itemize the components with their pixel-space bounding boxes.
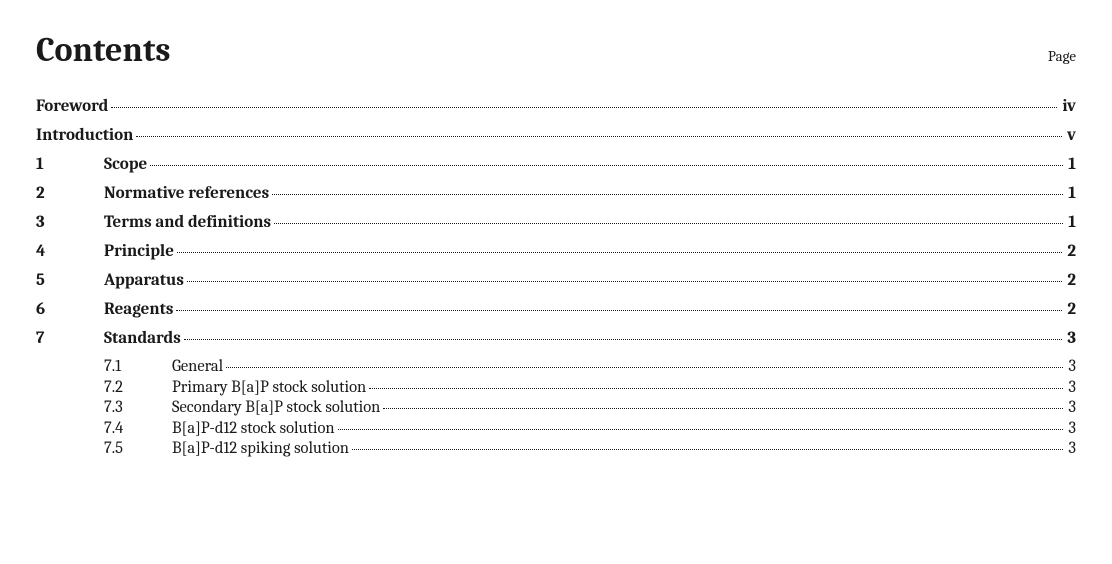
toc-entry-title: Standards — [104, 330, 181, 347]
toc-entry-page: 2 — [1065, 301, 1076, 318]
toc-entry-title: Principle — [104, 243, 174, 260]
toc-entry-page: iv — [1060, 98, 1076, 115]
toc-subentry-page: 3 — [1066, 400, 1076, 417]
toc-subentry-page: 3 — [1066, 380, 1076, 397]
toc-leader — [177, 252, 1062, 253]
toc-subentry: 7.4B[a]P-d12 stock solution 3 — [36, 421, 1076, 438]
toc-subentry-page: 3 — [1066, 421, 1076, 438]
toc-leader — [150, 165, 1063, 166]
toc-entry-title: Introduction — [36, 127, 133, 144]
toc-leader — [369, 388, 1063, 389]
toc-entry-title: Scope — [104, 156, 147, 173]
toc-subentry-title: General — [172, 359, 223, 376]
toc-entry: 3Terms and definitions 1 — [36, 214, 1076, 231]
toc-subentry: 7.5B[a]P-d12 spiking solution 3 — [36, 441, 1076, 458]
toc-entry-title: Foreword — [36, 98, 108, 115]
toc-subentry-number: 7.2 — [104, 380, 172, 397]
toc-subentry-title: B[a]P-d12 spiking solution — [172, 441, 349, 458]
page-column-label: Page — [1048, 47, 1076, 65]
toc-subentry: 7.1General 3 — [36, 359, 1076, 376]
toc-entry: 1Scope1 — [36, 156, 1076, 173]
toc-entry-title: Reagents — [104, 301, 173, 318]
toc-leader — [383, 408, 1063, 409]
toc-body: ForewordivIntroductionv1Scope12Normative… — [36, 98, 1076, 458]
toc-entry-page: 3 — [1065, 330, 1076, 347]
toc-entry-number: 3 — [36, 214, 104, 231]
toc-subentry-page: 3 — [1066, 359, 1076, 376]
toc-entry: 4Principle 2 — [36, 243, 1076, 260]
toc-entry: Foreword iv — [36, 98, 1076, 115]
toc-entry: Introduction v — [36, 127, 1076, 144]
toc-entry-page: 1 — [1066, 185, 1076, 202]
toc-entry-title: Apparatus — [104, 272, 184, 289]
toc-leader — [184, 339, 1063, 340]
toc-entry: 6Reagents 2 — [36, 301, 1076, 318]
toc-entry-page: 1 — [1066, 214, 1076, 231]
toc-subentry-number: 7.5 — [104, 441, 172, 458]
toc-leader — [176, 310, 1062, 311]
toc-subentry-page: 3 — [1066, 441, 1076, 458]
toc-entry-page: 1 — [1066, 156, 1076, 173]
toc-entry-page: 2 — [1065, 243, 1076, 260]
toc-subentry-number: 7.3 — [104, 400, 172, 417]
toc-subentry-number: 7.1 — [104, 359, 172, 376]
toc-leader — [272, 194, 1063, 195]
toc-subentry: 7.3Secondary B[a]P stock solution 3 — [36, 400, 1076, 417]
toc-subentry-title: Primary B[a]P stock solution — [172, 380, 366, 397]
toc-entry-title: Normative references — [104, 185, 269, 202]
toc-leader — [338, 429, 1064, 430]
toc-entry-number: 2 — [36, 185, 104, 202]
toc-leader — [226, 367, 1063, 368]
toc-entry-page: 2 — [1065, 272, 1076, 289]
toc-entry-number: 1 — [36, 156, 104, 173]
toc-entry: 2Normative references 1 — [36, 185, 1076, 202]
toc-subentry-title: Secondary B[a]P stock solution — [172, 400, 380, 417]
toc-leader — [136, 136, 1062, 137]
toc-entry: 5Apparatus 2 — [36, 272, 1076, 289]
contents-title: Contents — [36, 30, 170, 70]
toc-subentry-title: B[a]P-d12 stock solution — [172, 421, 335, 438]
toc-subentry: 7.2Primary B[a]P stock solution 3 — [36, 380, 1076, 397]
toc-leader — [187, 281, 1062, 282]
toc-leader — [352, 449, 1063, 450]
toc-leader — [111, 107, 1057, 108]
toc-entry-number: 6 — [36, 301, 104, 318]
toc-subentry-number: 7.4 — [104, 421, 172, 438]
toc-entry-number: 7 — [36, 330, 104, 347]
toc-leader — [274, 223, 1063, 224]
toc-entry-number: 5 — [36, 272, 104, 289]
toc-entry-page: v — [1065, 127, 1076, 144]
toc-entry-number: 4 — [36, 243, 104, 260]
toc-entry-title: Terms and definitions — [104, 214, 271, 231]
toc-entry: 7Standards 3 — [36, 330, 1076, 347]
toc-header: Contents Page — [36, 30, 1076, 70]
